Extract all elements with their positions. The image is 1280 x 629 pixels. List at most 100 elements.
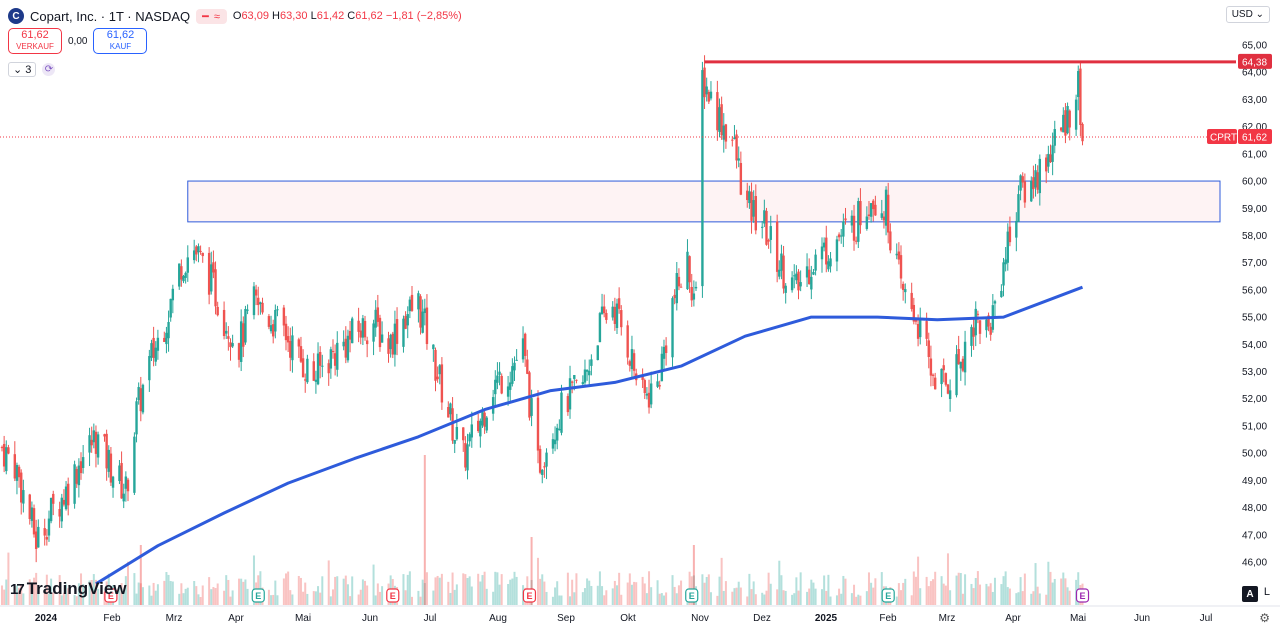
candle-body bbox=[178, 263, 181, 287]
volume-bar bbox=[336, 576, 339, 605]
volume-bar bbox=[22, 593, 25, 605]
time-tick-label: Apr bbox=[1005, 613, 1021, 624]
volume-bar bbox=[778, 560, 781, 605]
volume-bar bbox=[152, 582, 155, 605]
candle-body bbox=[901, 283, 905, 290]
volume-bar bbox=[43, 590, 46, 605]
volume-spike bbox=[423, 455, 426, 605]
candle-body bbox=[348, 330, 352, 340]
candle-body bbox=[13, 454, 17, 479]
candle-body bbox=[763, 210, 766, 224]
auto-scale-button[interactable]: A bbox=[1242, 586, 1258, 602]
volume-bar bbox=[940, 576, 943, 605]
gear-icon[interactable]: ⚙ bbox=[1259, 611, 1270, 625]
candle-body bbox=[252, 286, 256, 316]
volume-bar bbox=[52, 592, 55, 605]
volume-bar bbox=[376, 583, 379, 605]
volume-bar bbox=[739, 587, 742, 605]
volume-bar bbox=[411, 596, 413, 605]
volume-bar bbox=[438, 577, 441, 605]
candle-body bbox=[617, 298, 621, 309]
time-axis[interactable]: 2024 Feb Mrz Apr Mai Jun Jul Aug Sep Okt Nov Dez 202… bbox=[0, 605, 1280, 624]
candle-body bbox=[778, 269, 781, 277]
volume-bar bbox=[961, 593, 964, 605]
volume-bar bbox=[494, 571, 497, 605]
volume-bar bbox=[289, 590, 292, 605]
sell-button[interactable]: 61,62 VERKAUF bbox=[8, 28, 62, 54]
volume-bar bbox=[904, 578, 907, 605]
volume-bar bbox=[434, 577, 437, 605]
candle-body bbox=[628, 361, 632, 366]
price-axis[interactable]: 65,00 64,00 63,00 62,00 61,00 60,00 59,00 58,00… bbox=[1207, 41, 1272, 569]
volume-bar bbox=[705, 576, 708, 605]
volume-bar bbox=[865, 591, 868, 605]
currency-selector[interactable]: USD ⌄ bbox=[1225, 6, 1270, 23]
candle-body bbox=[649, 383, 653, 405]
candle-body bbox=[1068, 110, 1071, 128]
candle-body bbox=[1000, 290, 1003, 298]
candle-body bbox=[739, 162, 743, 195]
volume-bar bbox=[477, 573, 480, 605]
volume-bar bbox=[20, 584, 23, 605]
candle-body bbox=[551, 439, 555, 449]
volume-bar bbox=[1062, 572, 1065, 605]
tradingview-logo[interactable]: 17 TradingView bbox=[10, 579, 127, 599]
volume-bar bbox=[178, 593, 181, 605]
volume-bar bbox=[314, 591, 317, 605]
volume-bar bbox=[957, 572, 960, 605]
volume-bar bbox=[372, 564, 375, 605]
volume-bar bbox=[566, 572, 569, 605]
candle-body bbox=[186, 257, 189, 273]
candle-body bbox=[1047, 153, 1050, 167]
candle-body bbox=[1045, 157, 1048, 172]
volume-bar bbox=[718, 576, 721, 605]
candle-body bbox=[784, 285, 787, 293]
candle-body bbox=[822, 242, 826, 248]
volume-bar bbox=[425, 572, 428, 605]
candle-body bbox=[404, 315, 407, 329]
candle-body bbox=[588, 370, 591, 376]
candle-body bbox=[865, 216, 869, 229]
refresh-icon[interactable]: ⟳ bbox=[42, 63, 56, 76]
candle-body bbox=[94, 431, 98, 454]
candle-body bbox=[664, 345, 668, 354]
candle-body bbox=[645, 393, 649, 396]
price-tick-label: 50,00 bbox=[1242, 449, 1267, 460]
candle-body bbox=[395, 319, 399, 344]
volume-bar bbox=[675, 593, 678, 605]
candle-body bbox=[566, 396, 570, 413]
volume-bar bbox=[513, 571, 516, 605]
candle-body bbox=[904, 289, 907, 293]
volume-bar bbox=[641, 576, 644, 605]
volume-bar bbox=[231, 590, 234, 605]
volume-bar bbox=[291, 594, 294, 605]
volume-bar bbox=[821, 589, 823, 605]
symbol-title[interactable]: Copart, Inc. · 1T · NASDAQ bbox=[30, 8, 191, 24]
volume-bar bbox=[633, 581, 636, 605]
volume-bar bbox=[361, 579, 364, 605]
volume-bar bbox=[124, 576, 127, 605]
moving-average-line bbox=[95, 285, 1084, 586]
earnings-badge bbox=[1075, 588, 1090, 603]
candle-body bbox=[528, 372, 531, 418]
indicators-toggle[interactable]: ⌄ 3 bbox=[8, 62, 37, 77]
candle-body bbox=[662, 346, 666, 359]
compare-pill[interactable]: ━ ≈ bbox=[196, 8, 227, 24]
candle-body bbox=[722, 125, 725, 140]
candle-body bbox=[978, 320, 982, 334]
earnings-badge-label: E bbox=[689, 591, 695, 601]
volume-bar bbox=[126, 561, 129, 605]
volume-bar bbox=[274, 580, 277, 605]
volume-bar bbox=[626, 582, 629, 605]
volume-bar bbox=[799, 572, 802, 605]
sell-price: 61,62 bbox=[21, 29, 49, 41]
candle-body bbox=[737, 158, 740, 161]
volume-bar bbox=[216, 583, 219, 605]
buy-button[interactable]: 61,62 KAUF bbox=[93, 28, 148, 54]
candle-body bbox=[658, 385, 661, 387]
log-scale-button[interactable]: L bbox=[1263, 586, 1270, 598]
volume-bar bbox=[665, 592, 668, 605]
volume-bar bbox=[620, 594, 623, 605]
volume-bar bbox=[673, 586, 676, 605]
